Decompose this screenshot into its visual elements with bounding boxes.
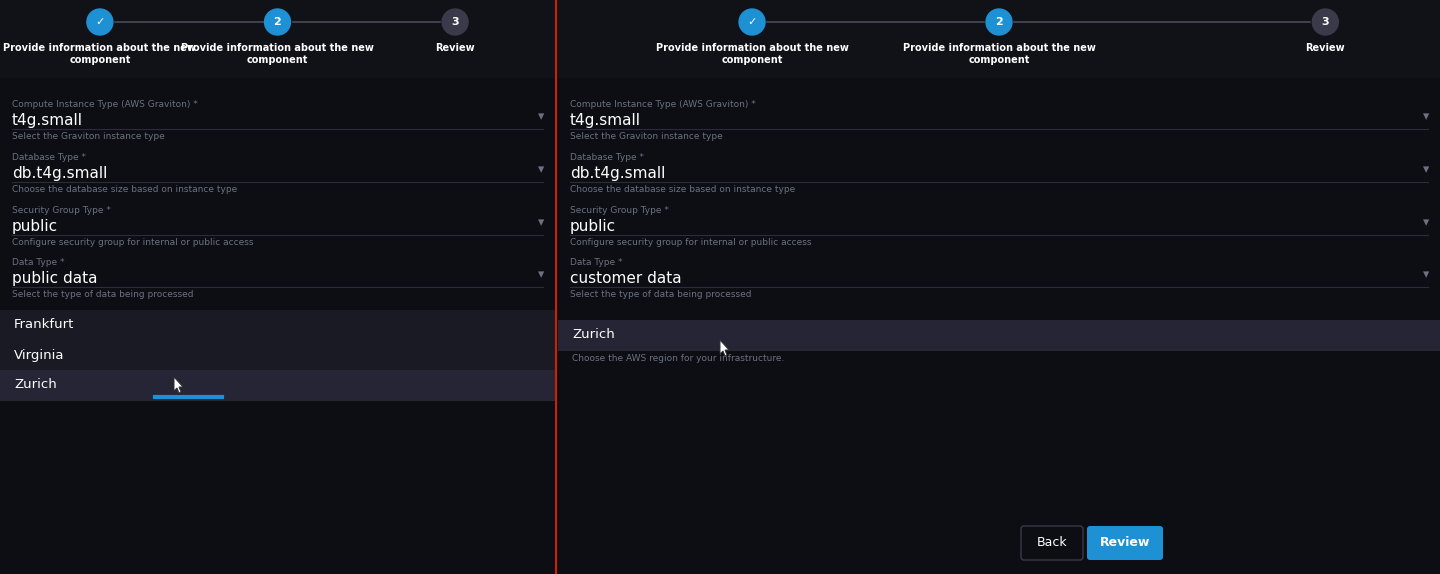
Text: ▾: ▾ <box>539 269 544 281</box>
Circle shape <box>1312 9 1338 35</box>
Text: component: component <box>968 55 1030 65</box>
Circle shape <box>86 9 112 35</box>
FancyBboxPatch shape <box>0 340 554 370</box>
Circle shape <box>986 9 1012 35</box>
Text: public data: public data <box>12 271 98 286</box>
FancyBboxPatch shape <box>1021 526 1083 560</box>
Text: t4g.small: t4g.small <box>12 113 84 128</box>
Text: Database Type *: Database Type * <box>570 153 644 162</box>
Text: t4g.small: t4g.small <box>570 113 641 128</box>
Text: ▾: ▾ <box>539 164 544 176</box>
Text: Provide information about the new: Provide information about the new <box>903 43 1096 53</box>
Text: Zurich: Zurich <box>14 378 56 391</box>
Text: ▾: ▾ <box>1423 216 1428 230</box>
FancyBboxPatch shape <box>0 310 554 340</box>
Text: db.t4g.small: db.t4g.small <box>570 166 665 181</box>
Text: Review: Review <box>1100 537 1151 549</box>
FancyBboxPatch shape <box>559 0 1440 574</box>
FancyBboxPatch shape <box>0 0 554 78</box>
Text: ▾: ▾ <box>1423 164 1428 176</box>
Text: Select the Graviton instance type: Select the Graviton instance type <box>12 132 164 141</box>
Text: ▾: ▾ <box>1423 111 1428 123</box>
Text: Compute Instance Type (AWS Graviton) *: Compute Instance Type (AWS Graviton) * <box>570 100 756 109</box>
Text: customer data: customer data <box>570 271 681 286</box>
FancyBboxPatch shape <box>0 0 554 574</box>
Text: ✓: ✓ <box>95 17 105 27</box>
Text: Review: Review <box>1306 43 1345 53</box>
Text: component: component <box>721 55 783 65</box>
Text: ▾: ▾ <box>1423 269 1428 281</box>
Text: Choose the database size based on instance type: Choose the database size based on instan… <box>570 185 795 194</box>
Text: Frankfurt: Frankfurt <box>14 319 75 332</box>
Text: Back: Back <box>1037 537 1067 549</box>
FancyBboxPatch shape <box>559 0 1440 78</box>
Text: Zurich: Zurich <box>572 328 615 342</box>
Text: Security Group Type *: Security Group Type * <box>570 206 668 215</box>
Text: Data Type *: Data Type * <box>12 258 65 267</box>
Text: Choose the database size based on instance type: Choose the database size based on instan… <box>12 185 238 194</box>
Text: 2: 2 <box>274 17 281 27</box>
Text: component: component <box>246 55 308 65</box>
Text: public: public <box>12 219 58 234</box>
Text: Virginia: Virginia <box>14 348 65 362</box>
FancyBboxPatch shape <box>0 310 554 400</box>
Polygon shape <box>720 340 729 356</box>
Text: Data Type *: Data Type * <box>570 258 622 267</box>
Text: ▾: ▾ <box>539 111 544 123</box>
Text: 3: 3 <box>1322 17 1329 27</box>
Text: Choose the AWS region for your infrastructure.: Choose the AWS region for your infrastru… <box>572 354 785 363</box>
Text: Provide information about the new: Provide information about the new <box>3 43 196 53</box>
FancyBboxPatch shape <box>559 320 1440 350</box>
Text: Configure security group for internal or public access: Configure security group for internal or… <box>12 238 253 247</box>
Text: 2: 2 <box>995 17 1002 27</box>
Text: Review: Review <box>435 43 475 53</box>
Text: Select the type of data being processed: Select the type of data being processed <box>570 290 752 299</box>
FancyBboxPatch shape <box>0 370 554 400</box>
Text: Provide information about the new: Provide information about the new <box>181 43 374 53</box>
Text: ✓: ✓ <box>747 17 757 27</box>
Circle shape <box>265 9 291 35</box>
Text: Select the Graviton instance type: Select the Graviton instance type <box>570 132 723 141</box>
Polygon shape <box>174 377 183 393</box>
Text: ▾: ▾ <box>539 216 544 230</box>
FancyBboxPatch shape <box>559 320 1440 350</box>
Circle shape <box>739 9 765 35</box>
Text: Select the type of data being processed: Select the type of data being processed <box>12 290 193 299</box>
Text: Provide information about the new: Provide information about the new <box>655 43 848 53</box>
Text: Configure security group for internal or public access: Configure security group for internal or… <box>570 238 812 247</box>
Text: 3: 3 <box>451 17 459 27</box>
Text: Security Group Type *: Security Group Type * <box>12 206 111 215</box>
FancyBboxPatch shape <box>1087 526 1164 560</box>
Text: Compute Instance Type (AWS Graviton) *: Compute Instance Type (AWS Graviton) * <box>12 100 197 109</box>
Text: Database Type *: Database Type * <box>12 153 86 162</box>
Text: db.t4g.small: db.t4g.small <box>12 166 108 181</box>
Text: public: public <box>570 219 616 234</box>
Circle shape <box>442 9 468 35</box>
Text: component: component <box>69 55 131 65</box>
